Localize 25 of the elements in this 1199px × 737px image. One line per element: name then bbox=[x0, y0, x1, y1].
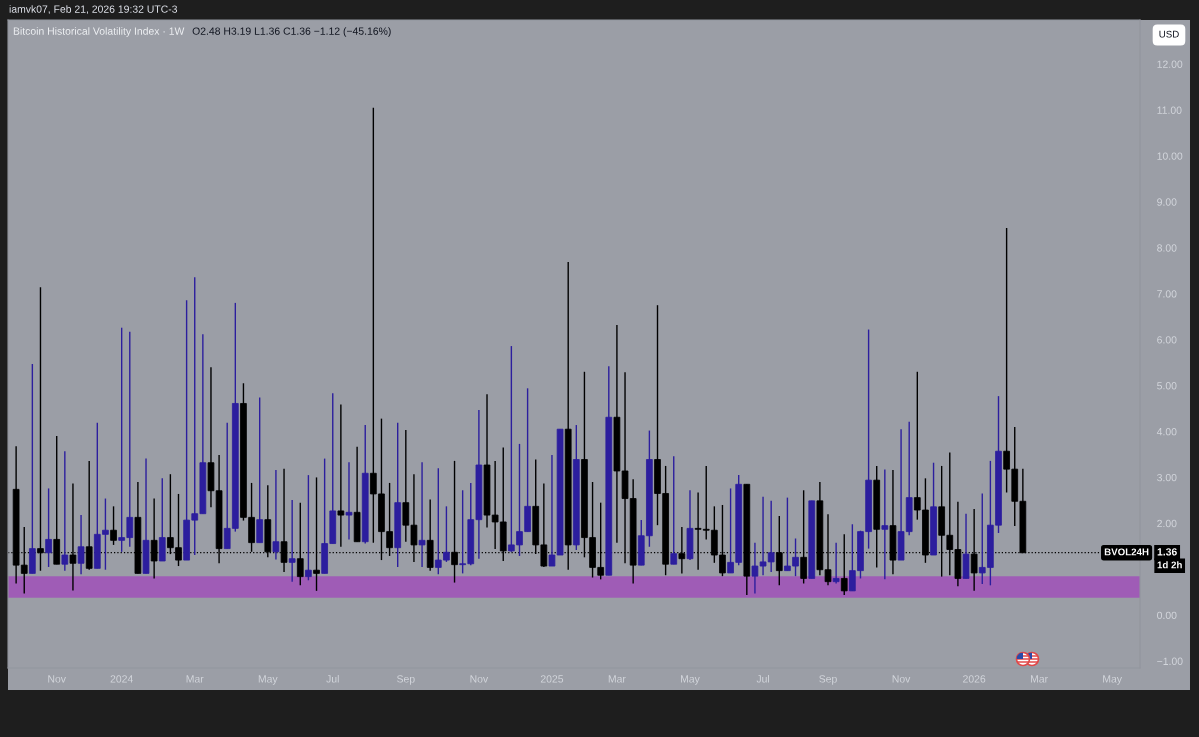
text: Bitcoin Historical Volatility Index · 1W bbox=[13, 27, 185, 37]
y-tick-label: −1.00 bbox=[1157, 657, 1183, 665]
text: 1d 2h bbox=[1157, 561, 1182, 569]
candlestick bbox=[45, 487, 52, 568]
candlestick bbox=[256, 396, 264, 544]
ref-line-label: BVOL24H bbox=[1104, 548, 1149, 556]
candlestick bbox=[305, 474, 312, 581]
candlestick bbox=[85, 460, 93, 571]
text: O2.48 H3.19 L1.36 C1.36 −1.12 (−45.16%) bbox=[192, 27, 391, 37]
candlestick bbox=[670, 455, 678, 565]
text: USD bbox=[1159, 30, 1179, 38]
candlestick bbox=[77, 514, 85, 576]
candlestick bbox=[288, 499, 296, 583]
candlestick bbox=[345, 461, 353, 541]
candlestick bbox=[110, 505, 117, 546]
text: iamvk07, Feb 21, 2026 19:32 UTC-3 bbox=[9, 5, 178, 15]
candlestick bbox=[158, 477, 166, 562]
x-tick-label: Sep bbox=[397, 675, 415, 685]
candlestick bbox=[418, 461, 426, 568]
text: 1.36 bbox=[1157, 548, 1177, 556]
candlestick bbox=[832, 541, 840, 585]
candlestick bbox=[272, 469, 280, 561]
candlestick bbox=[337, 403, 345, 548]
candlestick bbox=[881, 468, 889, 581]
candlestick bbox=[61, 450, 69, 572]
